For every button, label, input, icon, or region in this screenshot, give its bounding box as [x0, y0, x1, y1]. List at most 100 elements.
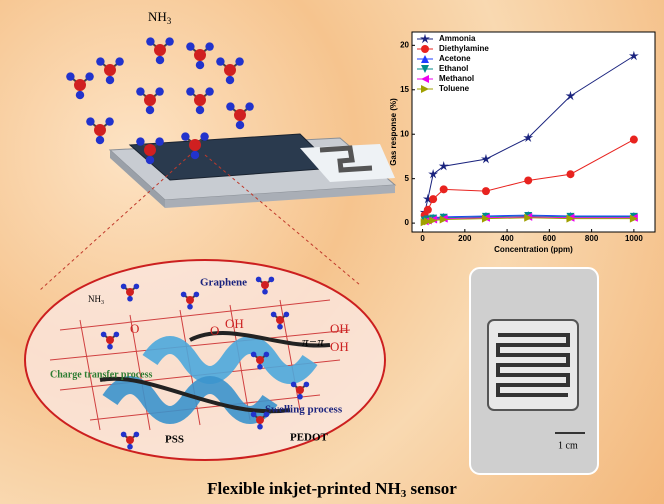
hydrogen: [226, 76, 234, 84]
gas-label: NH3: [148, 9, 172, 26]
hydrogen: [191, 151, 199, 159]
nitrogen: [194, 49, 206, 61]
group-label: OH: [225, 316, 244, 331]
charge-label: Charge transfer process: [50, 369, 152, 380]
hydrogen: [121, 284, 127, 290]
molecule: [146, 37, 174, 64]
graphical-abstract: NH3NH3GrapheneOHOHOHOOπ−πCharge transfer…: [0, 0, 664, 504]
hydrogen: [155, 87, 163, 95]
pss-label: PSS: [165, 434, 184, 446]
nitrogen: [256, 356, 264, 364]
molecule: [86, 117, 114, 144]
nitrogen: [296, 386, 304, 394]
hydrogen: [304, 382, 310, 388]
marker: [440, 185, 448, 193]
hydrogen: [76, 91, 84, 99]
nitrogen: [104, 64, 116, 76]
hydrogen: [66, 72, 74, 80]
nitrogen: [154, 44, 166, 56]
molecule: [216, 57, 244, 84]
x-tick-label: 600: [543, 234, 557, 243]
hydrogen: [262, 289, 268, 295]
marker: [566, 170, 574, 178]
group-label: O: [130, 321, 139, 336]
hydrogen: [284, 312, 290, 318]
hydrogen: [235, 57, 243, 65]
hydrogen: [251, 352, 257, 358]
hydrogen: [114, 332, 120, 338]
legend-label: Toluene: [439, 84, 470, 93]
marker: [429, 195, 437, 203]
y-tick-label: 0: [405, 218, 410, 227]
y-tick-label: 15: [400, 85, 409, 94]
molecule: [136, 87, 164, 114]
nitrogen: [74, 79, 86, 91]
hydrogen: [236, 121, 244, 129]
canvas: NH3NH3GrapheneOHOHOHOOπ−πCharge transfer…: [0, 0, 664, 504]
hydrogen: [136, 137, 144, 145]
nitrogen: [224, 64, 236, 76]
group-label: O: [210, 323, 219, 338]
marker: [630, 136, 638, 144]
pedot-label: PEDOT: [290, 432, 329, 444]
text-part: 3: [167, 16, 172, 26]
scale-label: 1 cm: [558, 440, 578, 451]
y-tick-label: 20: [400, 40, 409, 49]
legend-label: Ammonia: [439, 34, 476, 43]
hydrogen: [134, 284, 140, 290]
hydrogen: [155, 137, 163, 145]
swelling-label: Swelling process: [265, 404, 343, 416]
hydrogen: [186, 87, 194, 95]
hydrogen: [226, 102, 234, 110]
legend-label: Diethylamine: [439, 44, 489, 53]
hydrogen: [245, 102, 253, 110]
hydrogen: [165, 37, 173, 45]
molecule: [186, 87, 214, 114]
hydrogen: [181, 132, 189, 140]
hydrogen: [156, 56, 164, 64]
legend-label: Acetone: [439, 54, 471, 63]
hydrogen: [205, 87, 213, 95]
hydrogen: [205, 42, 213, 50]
hydrogen: [127, 296, 133, 302]
molecule: [66, 72, 94, 99]
marker: [524, 176, 532, 184]
hydrogen: [196, 61, 204, 69]
nitrogen: [234, 109, 246, 121]
hydrogen: [271, 312, 277, 318]
hydrogen: [186, 42, 194, 50]
hydrogen: [277, 324, 283, 330]
zoom-ellipse: [25, 260, 385, 460]
group-label: OH: [330, 321, 349, 336]
hydrogen: [194, 292, 200, 298]
hydrogen: [264, 352, 270, 358]
nitrogen: [144, 94, 156, 106]
group-label: OH: [330, 339, 349, 354]
hydrogen: [181, 292, 187, 298]
hydrogen: [107, 344, 113, 350]
legend-marker: [421, 45, 429, 53]
hydrogen: [105, 117, 113, 125]
hydrogen: [257, 364, 263, 370]
nitrogen: [94, 124, 106, 136]
hydrogen: [257, 424, 263, 430]
hydrogen: [291, 382, 297, 388]
text-part: Flexible inkjet-printed NH: [207, 479, 401, 498]
text-part: 3: [101, 300, 104, 306]
y-axis-label: Gas response (%): [389, 98, 398, 166]
hydrogen: [146, 156, 154, 164]
x-tick-label: 1000: [625, 234, 643, 243]
marker: [424, 206, 432, 214]
y-tick-label: 5: [405, 174, 410, 183]
hydrogen: [96, 57, 104, 65]
hydrogen: [251, 412, 257, 418]
nitrogen: [261, 281, 269, 289]
nitrogen: [126, 436, 134, 444]
nitrogen: [256, 416, 264, 424]
x-tick-label: 200: [458, 234, 472, 243]
nitrogen: [126, 288, 134, 296]
nitrogen: [194, 94, 206, 106]
printed-electrode: [498, 335, 568, 395]
hydrogen: [256, 277, 262, 283]
hydrogen: [297, 394, 303, 400]
